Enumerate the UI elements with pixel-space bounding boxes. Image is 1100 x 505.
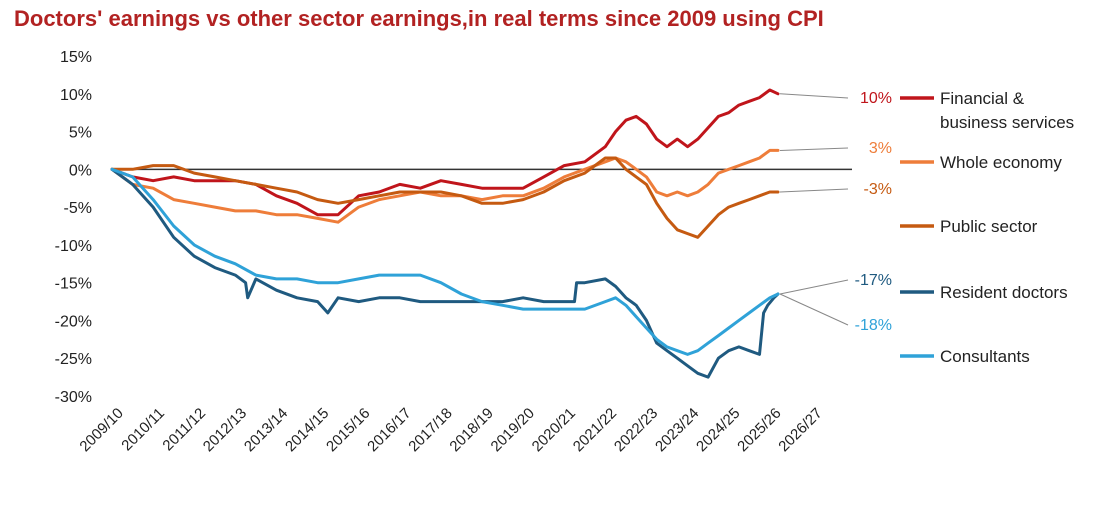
x-tick-label: 2017/18 [405, 405, 455, 455]
series-layer [110, 88, 780, 379]
series-line [110, 167, 780, 356]
x-tick-label: 2012/13 [200, 405, 250, 455]
y-tick-label: 15% [60, 49, 92, 66]
series-line [110, 156, 780, 239]
leader-line [779, 188, 849, 193]
x-tick-label: 2016/17 [364, 405, 414, 455]
x-axis: 2009/102010/112011/122012/132013/142014/… [76, 405, 825, 455]
y-tick-label: -15% [55, 276, 92, 293]
x-tick-label: 2009/10 [76, 405, 126, 455]
legend: Financial & business services Whole econom… [900, 89, 1074, 366]
x-tick-label: 2024/25 [693, 405, 743, 455]
legend-label: Public sector [940, 217, 1038, 236]
y-axis: 15% 10% 5% 0% -5% -10% -15% -20% -25% -30% [55, 49, 92, 406]
x-tick-label: 2020/21 [529, 405, 579, 455]
y-tick-label: -5% [64, 200, 92, 217]
x-tick-label: 2021/22 [570, 405, 620, 455]
end-value-label: -18% [855, 317, 892, 334]
y-tick-label: 10% [60, 87, 92, 104]
legend-label: Consultants [940, 347, 1030, 366]
x-tick-label: 2023/24 [652, 405, 702, 455]
x-tick-label: 2013/14 [241, 405, 291, 455]
x-tick-label: 2018/19 [446, 405, 496, 455]
x-tick-label: 2010/11 [118, 405, 168, 455]
x-tick-label: 2019/20 [488, 405, 538, 455]
legend-label: Financial & [940, 89, 1025, 108]
y-tick-label: 5% [69, 125, 92, 142]
leader-line [779, 293, 849, 326]
y-tick-label: -10% [55, 238, 92, 255]
y-tick-label: 0% [69, 162, 92, 179]
x-tick-label: 2022/23 [611, 405, 661, 455]
y-tick-label: -25% [55, 351, 92, 368]
y-tick-label: -20% [55, 313, 92, 330]
legend-label: business services [940, 113, 1074, 132]
x-tick-label: 2011/12 [159, 405, 209, 455]
chart-title: Doctors' earnings vs other sector earnin… [14, 6, 824, 31]
x-tick-label: 2014/15 [282, 405, 332, 455]
leader-line [779, 147, 849, 151]
legend-label: Resident doctors [940, 283, 1068, 302]
end-value-label: -17% [855, 272, 892, 289]
end-value-label: -3% [864, 181, 892, 198]
x-tick-label: 2025/26 [734, 405, 784, 455]
leader-line [779, 279, 849, 295]
x-tick-label: 2026/27 [775, 405, 825, 455]
end-value-label: 10% [860, 90, 892, 107]
end-labels: 10% 3% -3% -17% -18% [779, 90, 892, 334]
series-line [110, 167, 780, 379]
leader-line [779, 93, 849, 99]
x-tick-label: 2015/16 [323, 405, 373, 455]
end-value-label: 3% [869, 140, 892, 157]
legend-label: Whole economy [940, 153, 1062, 172]
series-line [110, 148, 780, 224]
y-tick-label: -30% [55, 389, 92, 406]
